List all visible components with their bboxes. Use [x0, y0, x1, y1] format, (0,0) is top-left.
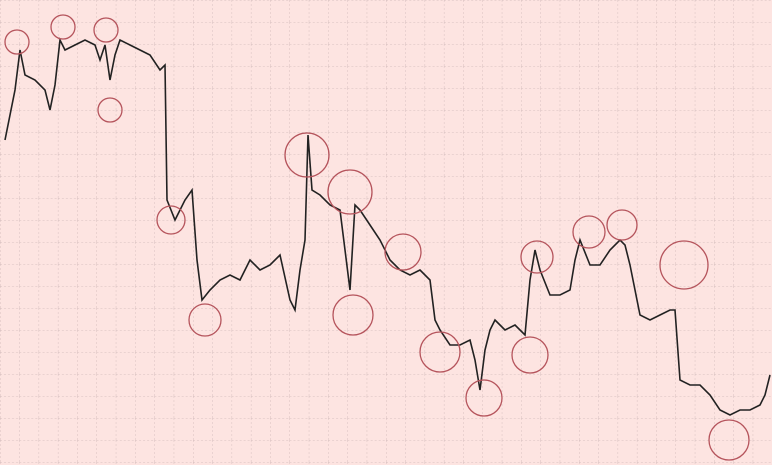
circle [50, 14, 76, 40]
circle [93, 17, 119, 43]
price-line [4, 37, 771, 416]
circle [188, 303, 222, 337]
circle [572, 215, 606, 249]
circle [156, 205, 186, 235]
circle [659, 240, 709, 290]
circle [332, 294, 374, 336]
circle [606, 209, 638, 241]
circle [419, 331, 461, 373]
circle [520, 240, 554, 274]
circle [465, 379, 503, 417]
circle [97, 97, 123, 123]
circle [327, 169, 373, 215]
circle [4, 29, 30, 55]
annotation-circles [4, 14, 750, 461]
circle [284, 132, 330, 178]
circle [384, 233, 422, 271]
circle [511, 336, 549, 374]
circle [708, 419, 750, 461]
